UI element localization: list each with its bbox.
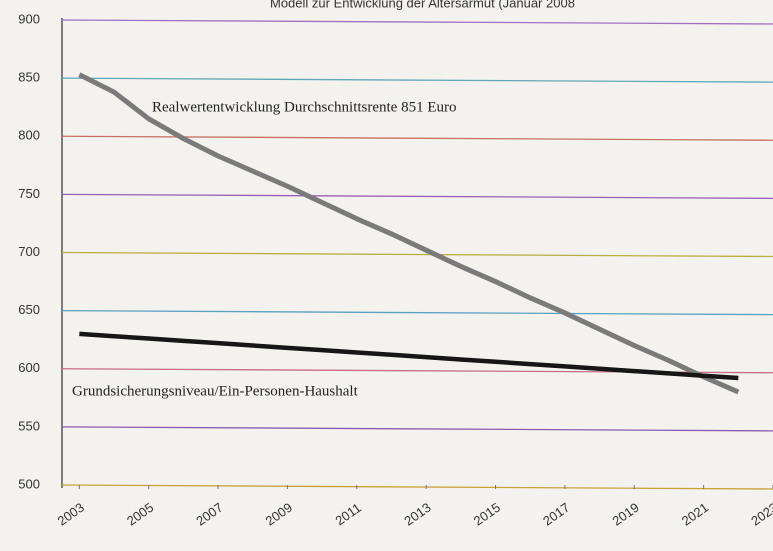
y-tick-label: 800 xyxy=(18,128,40,143)
grid-line xyxy=(61,193,773,200)
line xyxy=(78,72,740,395)
grid-line xyxy=(61,484,773,490)
y-tick-label: 650 xyxy=(18,302,40,317)
y-tick-label: 900 xyxy=(18,11,40,26)
grid-line xyxy=(61,251,773,258)
y-tick-label: 750 xyxy=(18,186,40,201)
y-tick-label: 600 xyxy=(18,360,40,375)
grid-line xyxy=(61,77,773,83)
y-tick-label: 550 xyxy=(18,418,40,433)
y-tick-label: 700 xyxy=(18,244,40,259)
series-label: Grundsicherungsniveau/Ein-Personen-Haush… xyxy=(72,383,359,399)
y-tick-label: 500 xyxy=(18,476,40,491)
grid-line xyxy=(61,309,773,316)
chart-title: Modell zur Entwicklung der Altersarmut (… xyxy=(270,0,575,10)
grid-line xyxy=(61,19,773,25)
line xyxy=(79,331,739,381)
y-tick-label: 850 xyxy=(18,70,40,85)
series-label: Realwertentwicklung Durchschnittsrente 8… xyxy=(152,99,457,115)
grid-line xyxy=(61,426,773,432)
